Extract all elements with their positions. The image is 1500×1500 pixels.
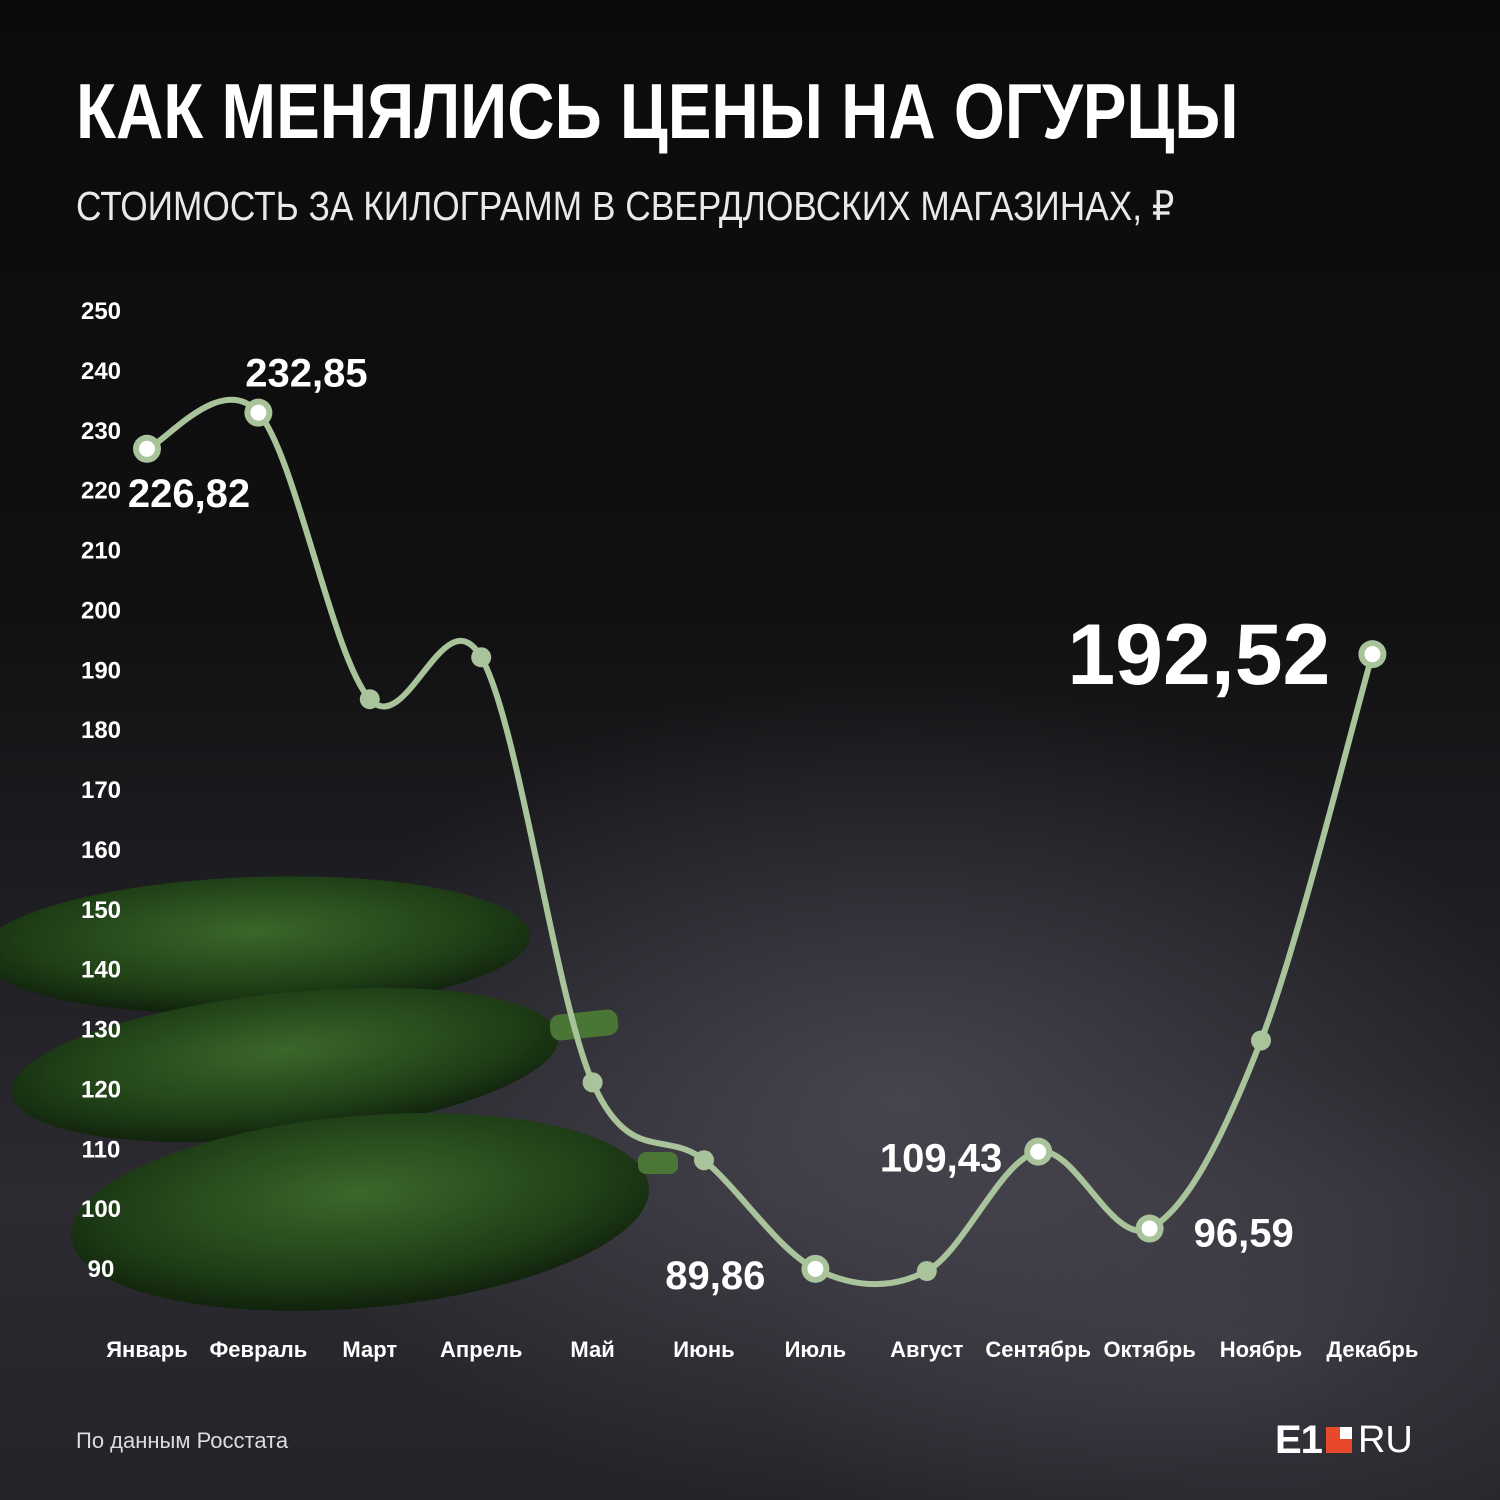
y-tick-label: 190 bbox=[81, 657, 121, 684]
x-tick-label: Август bbox=[890, 1337, 963, 1362]
y-axis: 250 240 230 220 210 200 190 180 170 160 150 140 130 1… bbox=[81, 298, 121, 1283]
data-point bbox=[359, 689, 380, 710]
price-line bbox=[144, 396, 1376, 1288]
y-tick-label: 230 bbox=[81, 418, 121, 445]
data-point-center bbox=[139, 440, 155, 457]
x-tick-label: Ноябрь bbox=[1220, 1337, 1302, 1362]
y-tick-label: 120 bbox=[81, 1076, 121, 1103]
data-point bbox=[916, 1260, 937, 1281]
data-point-center bbox=[1364, 646, 1381, 663]
source-note: По данным Росстата bbox=[76, 1428, 289, 1453]
data-point-center bbox=[1141, 1220, 1158, 1237]
y-tick-label: 130 bbox=[81, 1017, 121, 1044]
data-labels: 226,82 232,85 89,86 109,43 96,59 192,52 bbox=[128, 352, 1331, 1298]
x-tick-label: Сентябрь bbox=[985, 1337, 1091, 1362]
data-label: 89,86 bbox=[665, 1254, 765, 1298]
data-point-center bbox=[1030, 1143, 1047, 1160]
chart-subtitle: СТОИМОСТЬ ЗА КИЛОГРАММ В СВЕРДЛОВСКИХ МА… bbox=[76, 183, 1175, 229]
y-tick-label: 170 bbox=[81, 777, 121, 804]
chart-title: КАК МЕНЯЛИСЬ ЦЕНЫ НА ОГУРЦЫ bbox=[76, 67, 1239, 155]
y-tick-label: 180 bbox=[81, 717, 121, 744]
data-points bbox=[133, 398, 1387, 1283]
x-tick-label: Февраль bbox=[210, 1337, 308, 1362]
y-tick-label: 150 bbox=[81, 897, 121, 924]
y-tick-label: 140 bbox=[81, 957, 121, 984]
x-tick-label: Декабрь bbox=[1326, 1337, 1418, 1362]
x-tick-label: Октябрь bbox=[1103, 1337, 1195, 1362]
data-label: 192,52 bbox=[1067, 607, 1330, 703]
x-axis: Январь Февраль Март Апрель Май Июнь Июль Август… bbox=[106, 1337, 1418, 1362]
logo-square-icon bbox=[1325, 1427, 1352, 1453]
logo-suffix: RU bbox=[1357, 1419, 1413, 1461]
data-label: 96,59 bbox=[1194, 1212, 1294, 1256]
x-tick-label: Апрель bbox=[440, 1337, 522, 1362]
x-tick-label: Январь bbox=[106, 1337, 188, 1362]
y-tick-label: 250 bbox=[81, 298, 121, 325]
x-tick-label: Май bbox=[570, 1337, 614, 1362]
data-point bbox=[1251, 1030, 1271, 1051]
y-tick-label: 90 bbox=[88, 1256, 115, 1283]
y-tick-label: 100 bbox=[81, 1196, 121, 1223]
logo-text: E1 bbox=[1275, 1418, 1323, 1462]
y-tick-label: 200 bbox=[81, 597, 121, 624]
x-tick-label: Июль bbox=[785, 1337, 847, 1362]
cucumbers-illustration bbox=[0, 876, 678, 1311]
e1-logo: E1 RU bbox=[1275, 1420, 1413, 1460]
y-tick-label: 210 bbox=[81, 538, 121, 565]
y-tick-label: 220 bbox=[81, 478, 121, 505]
data-point-center bbox=[807, 1260, 824, 1277]
data-label: 226,82 bbox=[128, 472, 250, 516]
y-tick-label: 160 bbox=[81, 837, 121, 864]
data-point-center bbox=[250, 404, 267, 421]
data-label: 109,43 bbox=[880, 1137, 1002, 1181]
y-tick-label: 240 bbox=[81, 358, 121, 385]
y-tick-label: 110 bbox=[82, 1136, 121, 1163]
data-point bbox=[694, 1150, 714, 1171]
data-point bbox=[471, 647, 492, 668]
data-point bbox=[582, 1072, 603, 1093]
x-tick-label: Июнь bbox=[673, 1337, 734, 1362]
data-label: 232,85 bbox=[245, 352, 367, 396]
x-tick-label: Март bbox=[342, 1337, 397, 1362]
